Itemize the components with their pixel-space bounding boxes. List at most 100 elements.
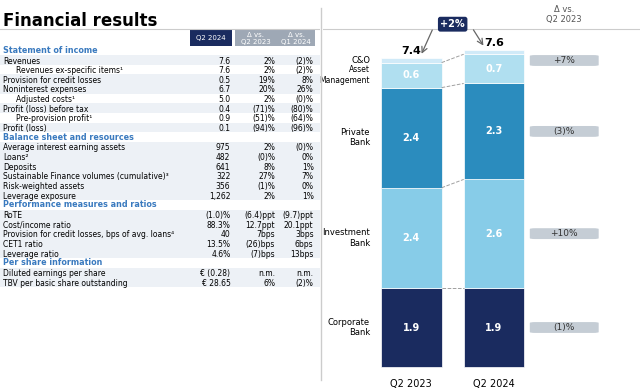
Text: 0.1: 0.1 (218, 124, 230, 133)
Bar (464, 50, 524, 54)
Text: Cost/income ratio: Cost/income ratio (3, 221, 71, 230)
Text: Deposits: Deposits (3, 163, 36, 172)
Text: 3bps: 3bps (295, 230, 314, 239)
FancyBboxPatch shape (0, 229, 320, 239)
Text: 8%: 8% (301, 76, 314, 85)
Text: Adjusted costs¹: Adjusted costs¹ (16, 95, 75, 104)
Text: 0.4: 0.4 (218, 105, 230, 114)
Text: Investment
Bank: Investment Bank (323, 228, 370, 248)
Text: RoTE: RoTE (3, 211, 22, 220)
Text: (64)%: (64)% (291, 114, 314, 123)
Text: 7%: 7% (301, 172, 314, 181)
Text: € (0.28): € (0.28) (200, 269, 230, 278)
Text: Provision for credit losses: Provision for credit losses (3, 76, 101, 85)
Text: 12.7ppt: 12.7ppt (246, 221, 275, 230)
Text: Statement of income: Statement of income (3, 46, 98, 55)
Text: 27%: 27% (259, 172, 275, 181)
Text: 1.9: 1.9 (485, 322, 502, 333)
Text: (1.0)%: (1.0)% (205, 211, 230, 220)
Text: (0)%: (0)% (296, 144, 314, 152)
FancyBboxPatch shape (236, 30, 277, 46)
FancyBboxPatch shape (0, 219, 320, 229)
Text: 2%: 2% (263, 57, 275, 66)
Text: 8%: 8% (263, 163, 275, 172)
Text: 88.3%: 88.3% (207, 221, 230, 230)
Text: 2%: 2% (263, 95, 275, 104)
Text: Sustainable Finance volumes (cumulative)³: Sustainable Finance volumes (cumulative)… (3, 172, 169, 181)
Text: 2%: 2% (263, 192, 275, 201)
Text: C&O: C&O (351, 56, 370, 65)
FancyBboxPatch shape (0, 171, 320, 181)
Text: 20.1ppt: 20.1ppt (284, 221, 314, 230)
Text: 641: 641 (216, 163, 230, 172)
Text: Provision for credit losses, bps of avg. loans⁴: Provision for credit losses, bps of avg.… (3, 230, 174, 239)
Text: (26)bps: (26)bps (246, 240, 275, 249)
Text: (0)%: (0)% (257, 153, 275, 162)
Text: 7.4: 7.4 (401, 46, 421, 56)
Text: (80)%: (80)% (291, 105, 314, 114)
Text: Profit (loss): Profit (loss) (3, 124, 47, 133)
Text: 26%: 26% (297, 85, 314, 94)
Text: (96)%: (96)% (291, 124, 314, 133)
Text: 356: 356 (216, 182, 230, 191)
FancyBboxPatch shape (191, 30, 232, 46)
FancyBboxPatch shape (0, 248, 320, 258)
FancyBboxPatch shape (0, 123, 320, 132)
FancyBboxPatch shape (0, 55, 320, 65)
Text: (0)%: (0)% (296, 95, 314, 104)
Text: 0.9: 0.9 (218, 114, 230, 123)
Text: 2%: 2% (263, 66, 275, 75)
Bar (464, 288, 524, 367)
Text: 6.7: 6.7 (218, 85, 230, 94)
Text: 2.3: 2.3 (485, 126, 502, 137)
Text: Private
Bank: Private Bank (340, 128, 370, 147)
FancyBboxPatch shape (530, 126, 598, 137)
Text: 2.6: 2.6 (485, 229, 502, 239)
Text: 5.0: 5.0 (218, 95, 230, 104)
Bar (464, 54, 524, 83)
FancyBboxPatch shape (530, 55, 598, 66)
Text: 1.9: 1.9 (403, 322, 420, 333)
FancyBboxPatch shape (0, 180, 320, 191)
Text: (1)%: (1)% (554, 323, 575, 332)
FancyBboxPatch shape (0, 65, 320, 74)
Bar (381, 62, 442, 88)
Text: Δ vs.
Q2 2023: Δ vs. Q2 2023 (547, 5, 582, 24)
FancyBboxPatch shape (530, 228, 598, 239)
Text: Leverage ratio: Leverage ratio (3, 249, 59, 258)
Text: (9.7)ppt: (9.7)ppt (283, 211, 314, 220)
FancyBboxPatch shape (0, 142, 320, 152)
Text: +10%: +10% (550, 229, 578, 238)
Text: Average interest earning assets: Average interest earning assets (3, 144, 125, 152)
Text: (3)%: (3)% (554, 127, 575, 136)
Text: 20%: 20% (259, 85, 275, 94)
FancyBboxPatch shape (0, 152, 320, 161)
Text: 19%: 19% (259, 76, 275, 85)
Text: 2.4: 2.4 (403, 133, 420, 143)
FancyBboxPatch shape (0, 94, 320, 104)
FancyBboxPatch shape (0, 268, 320, 277)
Text: (2)%: (2)% (296, 57, 314, 66)
Text: n.m.: n.m. (296, 269, 314, 278)
Text: 7.6: 7.6 (484, 38, 504, 48)
Text: Revenues ex-specific items¹: Revenues ex-specific items¹ (16, 66, 123, 75)
FancyBboxPatch shape (0, 84, 320, 94)
Text: Financial results: Financial results (3, 12, 157, 29)
Text: 0%: 0% (301, 153, 314, 162)
FancyBboxPatch shape (0, 210, 320, 220)
Text: 7.6: 7.6 (218, 66, 230, 75)
Text: Performance measures and ratios: Performance measures and ratios (3, 200, 157, 209)
Text: 13bps: 13bps (290, 249, 314, 258)
Text: (51)%: (51)% (252, 114, 275, 123)
Bar (381, 88, 442, 188)
Text: € 28.65: € 28.65 (202, 279, 230, 288)
Text: n.m.: n.m. (258, 269, 275, 278)
Text: 7bps: 7bps (257, 230, 275, 239)
Text: Noninterest expenses: Noninterest expenses (3, 85, 86, 94)
Text: 40: 40 (221, 230, 230, 239)
Text: 0%: 0% (301, 182, 314, 191)
Text: Asset
Management: Asset Management (319, 66, 370, 85)
Text: Per share information: Per share information (3, 258, 102, 267)
Text: Risk-weighted assets: Risk-weighted assets (3, 182, 84, 191)
FancyBboxPatch shape (0, 74, 320, 84)
